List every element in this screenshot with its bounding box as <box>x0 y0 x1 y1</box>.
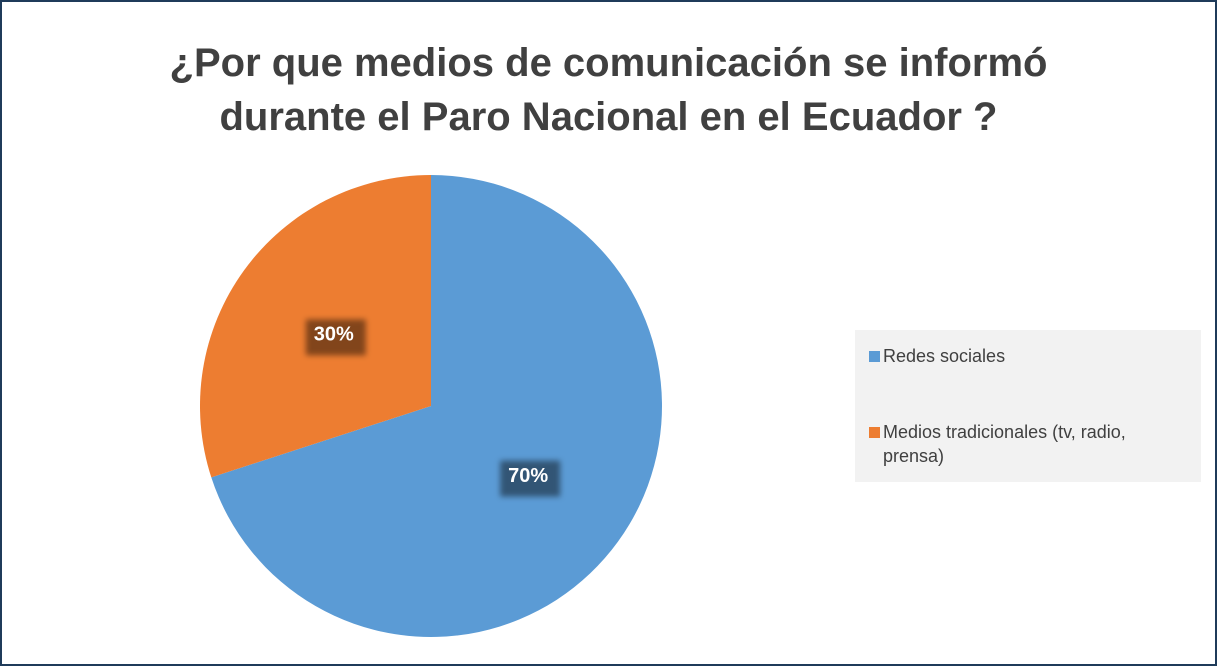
data-label: 70% <box>508 465 548 487</box>
legend-swatch <box>869 427 880 438</box>
label-shadow <box>305 319 366 356</box>
legend-item: Medios tradicionales (tv, radio, prensa) <box>869 420 1159 468</box>
legend-item: Redes sociales <box>869 344 1159 368</box>
pie-slice <box>211 175 662 637</box>
chart-title: ¿Por que medios de comunicación se infor… <box>169 41 1048 139</box>
legend-label: Medios tradicionales (tv, radio, prensa) <box>883 422 1126 466</box>
label-shadow <box>500 460 561 497</box>
data-label: 30% <box>314 324 354 346</box>
legend-swatch <box>869 351 880 362</box>
legend-label: Redes sociales <box>883 346 1006 366</box>
legend: Redes sociales Medios tradicionales (tv, … <box>855 330 1201 482</box>
